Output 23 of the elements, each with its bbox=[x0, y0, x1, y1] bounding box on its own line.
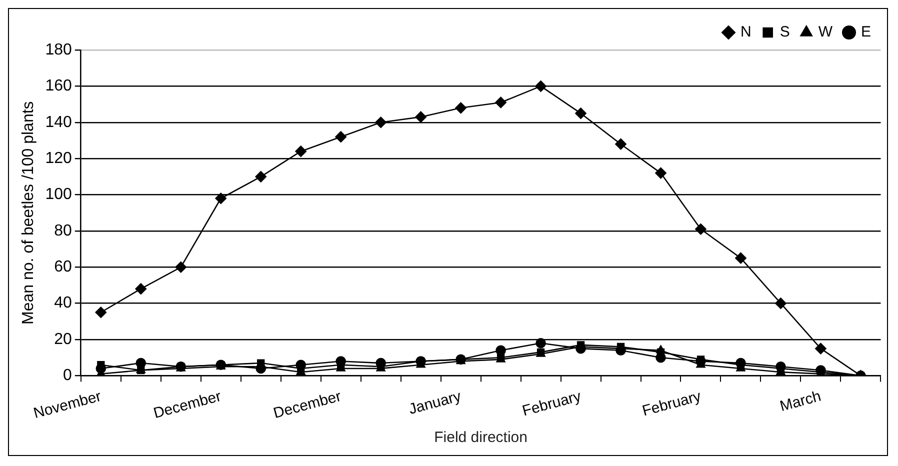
y-tick-label: 0 bbox=[62, 367, 72, 384]
x-tick-label: December bbox=[152, 388, 223, 422]
y-tick-label: 160 bbox=[45, 78, 72, 95]
y-axis-title: Mean no. of beetles /100 plants bbox=[20, 101, 38, 324]
x-tick-label: February bbox=[520, 388, 584, 420]
x-axis-title: Field direction bbox=[434, 429, 528, 446]
y-tick-label: 80 bbox=[54, 222, 72, 240]
y-tick-label: 40 bbox=[54, 294, 72, 312]
x-tick-label: November bbox=[32, 388, 103, 422]
legend-label: W bbox=[818, 24, 834, 41]
y-tick-label: 140 bbox=[45, 114, 72, 131]
legend-label: E bbox=[860, 24, 872, 41]
y-tick-label: 120 bbox=[45, 150, 72, 167]
x-tick-label: December bbox=[272, 388, 343, 422]
x-tick-label: March bbox=[778, 388, 823, 416]
y-tick-label: 20 bbox=[54, 330, 72, 348]
legend-label: N bbox=[740, 24, 752, 41]
legend-label: S bbox=[780, 24, 790, 41]
y-tick-label: 60 bbox=[54, 258, 72, 276]
x-tick-label: February bbox=[640, 388, 704, 420]
y-tick-label: 100 bbox=[45, 186, 72, 204]
x-tick-label: January bbox=[406, 388, 464, 418]
y-tick-label: 180 bbox=[45, 41, 72, 58]
